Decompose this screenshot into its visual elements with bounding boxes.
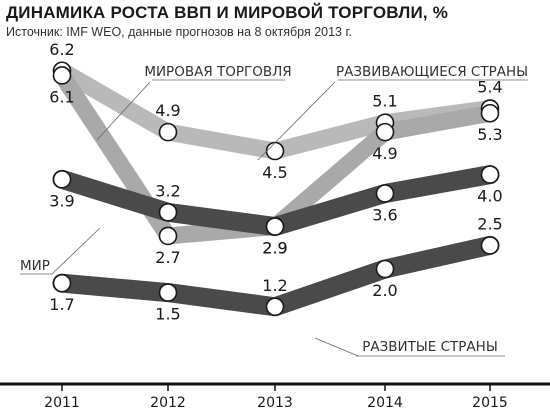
- data-label-world-trade: 2.9: [262, 239, 287, 258]
- data-point-developed: [480, 236, 500, 255]
- data-label-world: 2.9: [262, 239, 287, 258]
- data-point-developed: [158, 283, 178, 302]
- x-tick-label: 2013: [257, 395, 293, 410]
- x-tick-label: 2011: [44, 395, 80, 410]
- data-label-developing: 6.2: [49, 40, 74, 59]
- data-point-developing: [158, 122, 178, 142]
- data-label-world-trade: 4.9: [372, 144, 397, 163]
- data-label-world-trade: 2.7: [155, 248, 180, 267]
- data-point-world-trade: [158, 226, 178, 246]
- data-label-world: 3.6: [372, 205, 397, 224]
- data-label-world: 3.2: [155, 181, 180, 200]
- data-label-world-trade: 6.1: [49, 87, 74, 106]
- data-point-world-trade: [375, 122, 395, 142]
- data-label-developed: 2.5: [477, 214, 502, 233]
- data-label-developed: 1.2: [262, 276, 287, 295]
- data-point-world: [375, 184, 395, 203]
- data-point-world: [158, 203, 178, 222]
- data-label-developing: 5.4: [477, 78, 502, 97]
- data-label-developing: 5.1: [372, 92, 397, 111]
- data-point-world-trade: [480, 103, 500, 123]
- leader-line-world: [51, 227, 101, 275]
- series-line-developing: [53, 62, 499, 160]
- series-name-world: МИР: [20, 258, 50, 274]
- leader-line-world-trade: [96, 81, 151, 141]
- data-label-developed: 1.7: [49, 295, 74, 314]
- data-label-developed: 2.0: [372, 281, 397, 300]
- series-name-world-trade: МИРОВАЯ ТОРГОВЛЯ: [144, 64, 291, 80]
- data-label-developed: 1.5: [155, 305, 180, 324]
- x-tick-label: 2012: [150, 395, 186, 410]
- series-name-developing: РАЗВИВАЮЩИЕСЯ СТРАНЫ: [336, 64, 528, 80]
- series-name-developed: РАЗВИТЫЕ СТРАНЫ: [362, 339, 497, 355]
- x-tick-label: 2015: [472, 395, 508, 410]
- leader-line-developed: [314, 337, 359, 357]
- chart-subtitle: Источник: IMF WEO, данные прогнозов на 8…: [6, 25, 352, 39]
- data-label-world: 3.9: [49, 191, 74, 210]
- data-point-developed: [265, 297, 285, 317]
- data-label-developing: 4.9: [155, 101, 180, 120]
- data-point-world: [52, 170, 72, 189]
- data-point-developed: [375, 259, 395, 279]
- chart-title: ДИНАМИКА РОСТА ВВП И МИРОВОЙ ТОРГОВЛИ, %: [6, 3, 449, 22]
- data-point-developed: [52, 273, 72, 293]
- data-label-developing: 4.5: [262, 163, 287, 182]
- data-point-world: [265, 217, 285, 236]
- x-tick-label: 2014: [367, 395, 403, 410]
- data-point-world: [480, 165, 500, 184]
- data-point-world-trade: [52, 66, 72, 85]
- data-point-developing: [265, 141, 285, 161]
- data-label-world-trade: 5.3: [477, 125, 502, 144]
- data-label-world: 4.0: [477, 187, 502, 206]
- leader-line-developing: [257, 81, 336, 161]
